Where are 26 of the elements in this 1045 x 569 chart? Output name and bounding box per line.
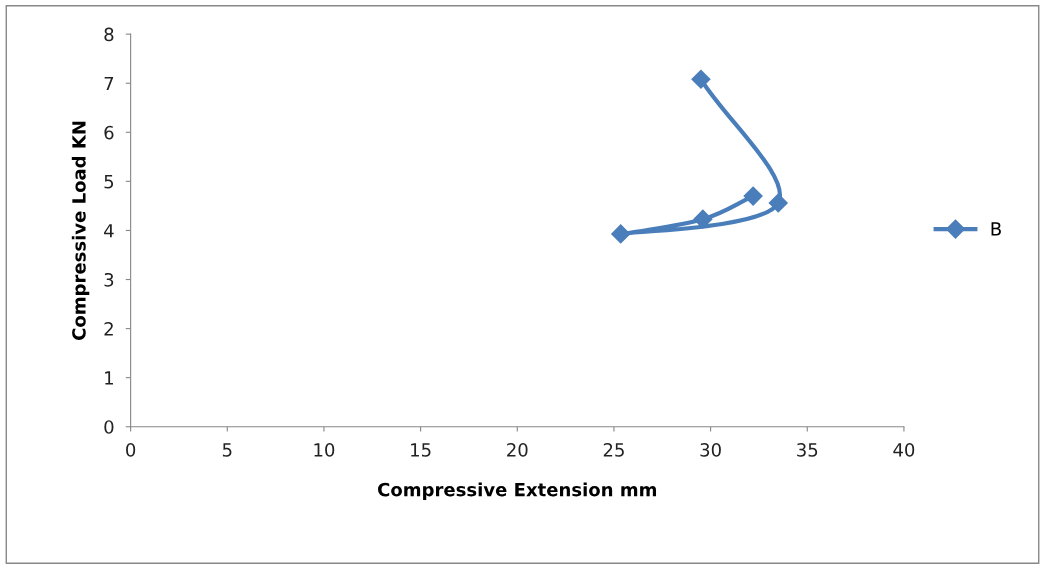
y-axis-title: Compressive Load KN [71,121,90,341]
x-tick-label: 0 [126,443,136,457]
legend-label: B [991,222,1001,236]
x-tick-label: 20 [507,443,528,457]
x-tick-label: 35 [797,443,818,457]
x-tick-label: 30 [700,443,721,457]
y-tick-label: 4 [104,224,114,238]
y-tick-label: 6 [104,125,114,140]
x-tick-label: 10 [314,443,335,457]
x-tick-label: 15 [411,443,431,457]
y-tick-label: 7 [104,76,114,91]
y-tick-label: 5 [104,175,114,189]
point [743,186,763,206]
y-tick-label: 2 [104,322,113,336]
point [611,224,631,244]
x-tick-label: 40 [893,443,915,457]
y-tick-label: 1 [105,371,113,385]
x-axis-title: Compressive Extension mm [378,482,657,500]
point [693,209,713,229]
y-tick-label: 0 [104,420,114,434]
x-tick-label: 25 [603,443,624,457]
y-tick-label: 3 [104,272,114,287]
point [768,193,788,213]
x-tick-label: 5 [222,443,232,457]
point [691,69,711,89]
y-tick-label: 8 [104,27,114,42]
